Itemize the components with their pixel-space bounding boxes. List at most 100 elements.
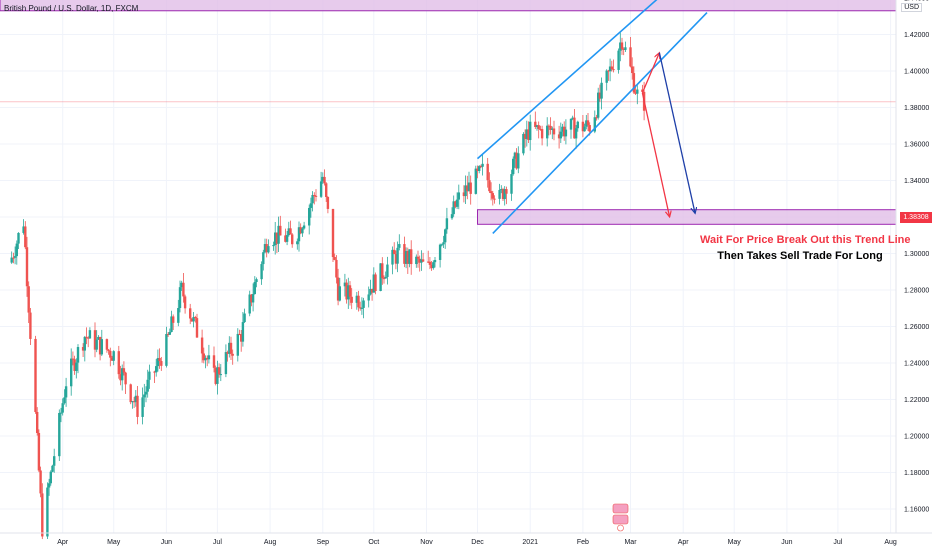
annotation-line-2[interactable]: Then Takes Sell Trade For Long	[717, 250, 883, 262]
candle-body	[374, 274, 377, 292]
red-down-arrow[interactable]	[641, 92, 669, 217]
channel-upper-line[interactable]	[476, 0, 684, 160]
candle-body	[296, 241, 299, 245]
candle	[476, 165, 479, 179]
candle	[122, 361, 126, 376]
candle-body	[493, 198, 496, 200]
candle-body	[549, 125, 552, 130]
candle-body	[168, 331, 171, 335]
blue-down-arrow[interactable]	[658, 52, 695, 214]
candle-body	[189, 308, 192, 319]
candle-body	[546, 125, 549, 139]
candle	[212, 346, 216, 373]
candle	[10, 251, 13, 264]
candle-body	[416, 256, 420, 259]
candle	[83, 335, 86, 362]
tradingview-event-icons[interactable]	[612, 503, 629, 532]
candle	[61, 398, 64, 416]
candle-body	[410, 249, 413, 265]
candle-body	[134, 395, 137, 403]
candle	[381, 257, 384, 285]
candle-body	[178, 287, 182, 309]
channel-lower-line[interactable]	[492, 12, 708, 234]
candle	[418, 255, 421, 272]
candle	[408, 249, 411, 268]
candle	[146, 369, 149, 398]
candle-body	[547, 125, 551, 127]
candle	[219, 364, 222, 382]
candle	[177, 299, 180, 327]
x-tick-label: Feb	[577, 539, 589, 546]
candle-body	[540, 129, 544, 139]
candle	[600, 77, 603, 110]
candle-body	[12, 257, 15, 259]
candle	[131, 400, 134, 409]
candle	[416, 250, 420, 268]
candle	[549, 117, 552, 135]
support-zone[interactable]	[477, 209, 897, 225]
candle	[335, 255, 338, 284]
candle-body	[47, 483, 51, 488]
candle	[119, 365, 122, 386]
candle-body	[438, 244, 442, 260]
candle-body	[309, 203, 313, 208]
red-up-arrow[interactable]	[641, 53, 659, 94]
symbol-title[interactable]: British Pound / U.S. Dollar, 1D, FXCM	[4, 4, 139, 13]
annotation-line-1[interactable]: Wait For Price Break Out this Trend Line	[700, 234, 911, 246]
x-tick-label: Aug	[884, 539, 897, 546]
candle	[207, 344, 211, 364]
candle	[636, 84, 639, 105]
candle	[314, 189, 318, 202]
candle	[216, 360, 219, 395]
candle	[47, 478, 51, 496]
candle-body	[445, 218, 449, 230]
y-tick-label: 1.20000	[904, 434, 929, 441]
candle-body	[287, 228, 290, 236]
candle-body	[574, 128, 578, 139]
candle	[39, 466, 42, 498]
candle	[241, 311, 245, 347]
candle-body	[440, 244, 443, 246]
candle	[338, 277, 341, 302]
candle	[369, 279, 372, 296]
candle-body	[313, 194, 316, 196]
candle	[464, 175, 467, 204]
candle	[34, 335, 37, 414]
event-icon-top	[612, 503, 629, 514]
candle-body	[107, 349, 110, 351]
candle	[97, 335, 100, 341]
candle-body	[98, 336, 102, 355]
candle-body	[36, 411, 39, 433]
candle	[559, 122, 562, 143]
candle	[274, 221, 277, 255]
candle-body	[131, 401, 134, 403]
candle-body	[421, 259, 425, 262]
candle-body	[204, 357, 207, 361]
candle	[539, 125, 542, 131]
candle	[421, 252, 425, 263]
candle	[37, 429, 41, 473]
candle	[551, 126, 554, 140]
candle-body	[87, 337, 90, 339]
candle	[430, 260, 433, 271]
candle-body	[143, 394, 146, 398]
candle	[41, 483, 44, 540]
x-tick-label: Aug	[264, 539, 277, 546]
candle-body	[595, 117, 598, 119]
candle	[109, 347, 112, 367]
candle	[393, 242, 396, 255]
candle	[265, 238, 268, 258]
candle	[132, 397, 136, 409]
candle-body	[13, 256, 17, 258]
candle	[321, 172, 324, 184]
candle-body	[561, 126, 564, 132]
candle-body	[583, 126, 586, 132]
candle-body	[202, 353, 205, 361]
currency-badge[interactable]: USD	[901, 3, 922, 12]
candle	[156, 349, 160, 372]
candle	[153, 370, 156, 384]
candle-body	[301, 228, 304, 234]
candle-body	[241, 322, 245, 342]
